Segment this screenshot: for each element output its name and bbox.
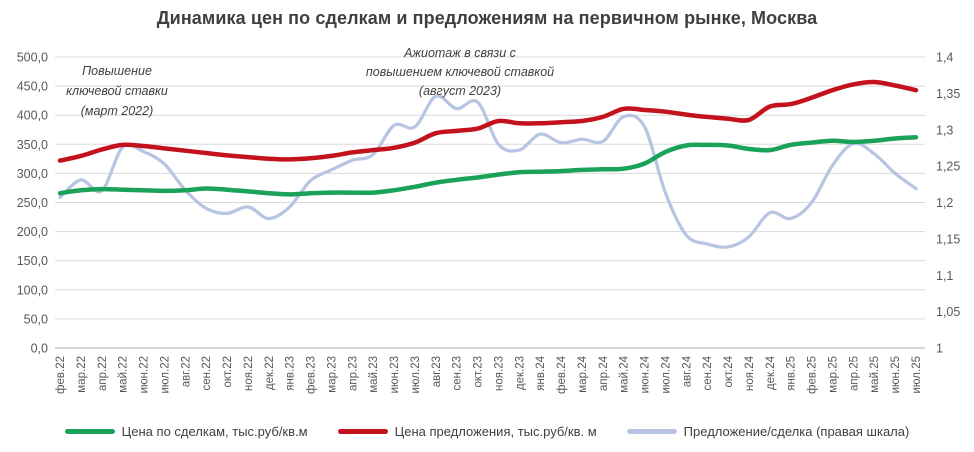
annotation-rate-hike-2022: Повышение ключевой ставки (март 2022) bbox=[27, 61, 207, 121]
y-axis-tick-label: 350,0 bbox=[17, 138, 48, 152]
x-axis-tick-label: май.23 bbox=[368, 356, 380, 393]
y-axis-tick-label: 200,0 bbox=[17, 225, 48, 239]
x-axis-tick-label: июл.22 bbox=[159, 356, 171, 394]
y-axis-tick-label: 50,0 bbox=[24, 312, 48, 326]
series-line-offer-price bbox=[57, 79, 919, 163]
right-axis-tick-label: 1,3 bbox=[936, 123, 953, 137]
annotation-rush-aug-2023: Ажиотаж в связи с повышением ключевой ста… bbox=[340, 44, 580, 101]
legend-label: Цена по сделкам, тыс.руб/кв.м bbox=[121, 424, 308, 439]
x-axis-tick-label: апр.23 bbox=[347, 356, 359, 391]
x-axis-tick-label: сен.23 bbox=[452, 356, 464, 390]
x-axis-tick-label: ноя.24 bbox=[744, 355, 756, 391]
x-axis-tick-label: июл.25 bbox=[911, 356, 923, 394]
x-axis-tick-label: янв.24 bbox=[535, 355, 547, 390]
x-axis-tick-label: дек.23 bbox=[514, 356, 526, 390]
right-axis-tick-label: 1,35 bbox=[936, 87, 960, 101]
chart-title: Динамика цен по сделкам и предложениям н… bbox=[156, 8, 818, 28]
x-axis-tick-label: фев.23 bbox=[306, 356, 318, 394]
x-axis-tick-label: сен.24 bbox=[702, 355, 714, 390]
annotation-line: Повышение bbox=[82, 64, 152, 78]
annotation-line: ключевой ставки bbox=[66, 84, 168, 98]
x-axis-tick-label: июн.23 bbox=[389, 356, 401, 393]
x-axis-tick-label: мар.24 bbox=[577, 355, 589, 392]
right-axis-tick-label: 1,25 bbox=[936, 160, 960, 174]
legend-label: Предложение/сделка (правая шкала) bbox=[683, 424, 910, 439]
y-axis-tick-label: 250,0 bbox=[17, 196, 48, 210]
x-axis-tick-label: окт.23 bbox=[473, 356, 485, 388]
legend-line-swatch bbox=[626, 429, 677, 434]
x-axis-tick-label: авг.24 bbox=[681, 355, 693, 387]
x-axis-tick-label: авг.23 bbox=[431, 356, 443, 387]
x-axis-tick-label: янв.23 bbox=[285, 356, 297, 391]
y-axis-tick-label: 500,0 bbox=[17, 51, 48, 65]
y-axis-tick-label: 400,0 bbox=[17, 109, 48, 123]
x-axis-tick-label: окт.24 bbox=[723, 355, 735, 387]
right-axis-tick-label: 1,05 bbox=[936, 305, 960, 319]
x-axis-tick-label: дек.22 bbox=[264, 356, 276, 390]
x-axis-tick-label: июн.25 bbox=[890, 356, 902, 393]
x-axis-tick-label: июн.24 bbox=[640, 355, 652, 393]
y-axis-tick-label: 100,0 bbox=[17, 283, 48, 297]
x-axis-tick-label: фев.25 bbox=[807, 356, 819, 394]
x-axis-tick-label: июн.22 bbox=[139, 356, 151, 393]
y-axis-tick-label: 300,0 bbox=[17, 167, 48, 181]
legend-item: Цена по сделкам, тыс.руб/кв.м bbox=[64, 424, 308, 439]
x-axis-tick-label: июл.23 bbox=[410, 356, 422, 394]
x-axis-tick-label: май.25 bbox=[869, 356, 881, 393]
series-line-deal-price bbox=[57, 135, 919, 197]
chart-legend: Цена по сделкам, тыс.руб/кв.м Цена предло… bbox=[0, 424, 974, 439]
legend-label: Цена предложения, тыс.руб/кв. м bbox=[394, 424, 597, 439]
right-axis-tick-label: 1,2 bbox=[936, 196, 953, 210]
legend-item: Предложение/сделка (правая шкала) bbox=[626, 424, 910, 439]
x-axis-tick-label: ноя.23 bbox=[493, 356, 505, 391]
annotation-line: (август 2023) bbox=[418, 84, 502, 98]
x-axis-tick-label: фев.24 bbox=[556, 355, 568, 394]
x-axis-tick-label: дек.24 bbox=[765, 355, 777, 390]
annotation-line: (март 2022) bbox=[80, 104, 154, 118]
x-axis-tick-label: мар.25 bbox=[827, 356, 839, 393]
right-axis-tick-label: 1,1 bbox=[936, 269, 953, 283]
x-axis-tick-label: фев.22 bbox=[55, 356, 67, 394]
x-axis-tick-label: июл.24 bbox=[660, 355, 672, 393]
legend-line-swatch bbox=[337, 429, 388, 434]
annotation-line: повышением ключевой ставкой bbox=[365, 65, 555, 79]
right-axis-tick-label: 1,15 bbox=[936, 232, 960, 246]
legend-item: Цена предложения, тыс.руб/кв. м bbox=[337, 424, 597, 439]
x-axis-tick-label: май.24 bbox=[619, 355, 631, 392]
x-axis-tick-label: авг.22 bbox=[180, 356, 192, 387]
x-axis-tick-label: ноя.22 bbox=[243, 356, 255, 391]
x-axis-tick-label: апр.25 bbox=[848, 356, 860, 391]
x-axis-tick-label: апр.22 bbox=[97, 356, 109, 391]
x-axis-tick-label: янв.25 bbox=[786, 356, 798, 391]
y-axis-tick-label: 0,0 bbox=[31, 342, 48, 356]
x-axis-tick-label: май.22 bbox=[118, 356, 130, 393]
legend-line-swatch bbox=[64, 429, 115, 434]
annotation-line: Ажиотаж в связи с bbox=[404, 46, 516, 60]
x-axis-tick-label: апр.24 bbox=[598, 355, 610, 391]
right-axis-tick-label: 1,4 bbox=[936, 51, 953, 65]
right-axis-tick-label: 1 bbox=[936, 342, 943, 356]
x-axis-tick-label: мар.22 bbox=[76, 356, 88, 393]
x-axis-tick-label: сен.22 bbox=[201, 356, 213, 390]
x-axis-tick-label: окт.22 bbox=[222, 356, 234, 388]
x-axis-tick-label: мар.23 bbox=[326, 356, 338, 393]
y-axis-tick-label: 450,0 bbox=[17, 80, 48, 94]
y-axis-tick-label: 150,0 bbox=[17, 254, 48, 268]
